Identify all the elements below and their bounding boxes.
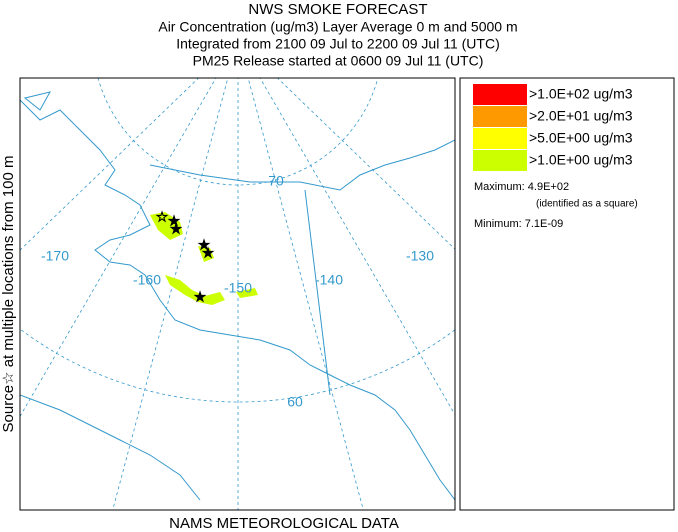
side-label: Source☆ at multiple locations from 100 m: [0, 156, 17, 433]
map-label: -170: [41, 248, 69, 264]
subtitle: Integrated from 2100 09 Jul to 2200 09 J…: [176, 36, 499, 52]
coastline: [20, 394, 201, 501]
maximum: Maximum: 4.9E+02: [474, 181, 569, 193]
legend-label: >1.0E+00 ug/m3: [529, 152, 633, 168]
legend-frame: [459, 77, 675, 511]
max-note: (identified as a square): [536, 199, 638, 210]
subtitle: PM25 Release started at 0600 09 Jul 11 (…: [193, 53, 484, 69]
footer: NAMS METEOROLOGICAL DATA: [169, 515, 399, 532]
border: [304, 189, 331, 396]
svg-text:☆: ☆: [156, 209, 169, 225]
map-label: 70: [268, 173, 284, 189]
map-label: -160: [133, 272, 161, 288]
legend-swatch: [473, 106, 527, 127]
map-label: -140: [315, 272, 343, 288]
map-label: -150: [224, 280, 252, 296]
plume: [165, 275, 225, 305]
legend: Maximum: 4.9E+02 (identified as a square…: [473, 84, 638, 230]
legend-label: >2.0E+01 ug/m3: [529, 108, 633, 124]
map: ☆ ★★ ★★★ 70 -170 -160 -150 -140 -130 60: [20, 78, 455, 510]
map-frame: [19, 77, 456, 511]
svg-text:★: ★: [170, 221, 183, 237]
svg-text:★: ★: [198, 237, 211, 253]
plume: [150, 212, 183, 240]
legend-swatch: [473, 84, 527, 105]
map-label: -130: [406, 248, 434, 264]
sources: ☆ ★★ ★★★: [155, 208, 215, 305]
coastline: [20, 99, 455, 501]
svg-text:★: ★: [168, 213, 181, 229]
legend-swatch: [473, 150, 527, 171]
subtitle: Air Concentration (ug/m3) Layer Average …: [158, 19, 517, 35]
plume: [198, 246, 214, 262]
coastline: [149, 139, 455, 191]
svg-text:★: ★: [202, 245, 215, 261]
title: NWS SMOKE FORECAST: [248, 1, 427, 18]
legend-swatch: [473, 128, 527, 149]
plume: [236, 288, 258, 298]
legend-label: >5.0E+00 ug/m3: [529, 130, 633, 146]
svg-text:★: ★: [194, 289, 207, 305]
minimum: Minimum: 7.1E-09: [474, 218, 563, 230]
map-label: 60: [287, 394, 303, 410]
legend-label: >1.0E+02 ug/m3: [529, 86, 633, 102]
coastline: [23, 91, 51, 111]
